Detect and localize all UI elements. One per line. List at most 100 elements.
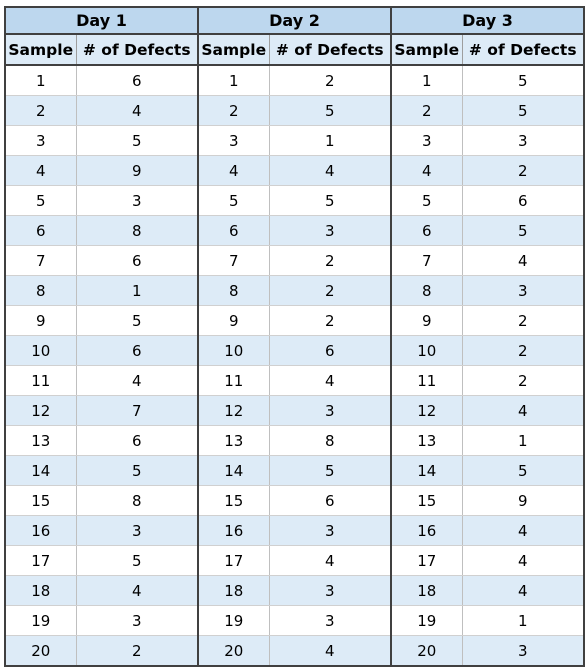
day-2-sample-cell: 3 (197, 125, 270, 156)
day-2-sample-cell: 12 (197, 395, 270, 426)
day-1-defects-cell: 5 (75, 125, 199, 156)
day-3-defects-cell: 2 (461, 155, 585, 186)
day-3-defects-cell: 9 (461, 485, 585, 516)
day-1-sample-cell: 10 (4, 335, 77, 366)
day-1-sample-cell: 17 (4, 545, 77, 576)
table-row: 18 4 18 3 18 4 (4, 575, 585, 606)
day-3-defects-cell: 5 (461, 215, 585, 246)
day-3-defects-cell: 4 (461, 545, 585, 576)
day-2-defects-cell: 3 (268, 605, 392, 636)
day-header-row: Day 1 Day 2 Day 3 (4, 6, 585, 35)
day-2-defects-cell: 5 (268, 185, 392, 216)
day-2-defects-cell: 1 (268, 125, 392, 156)
table-row: 13 6 13 8 13 1 (4, 425, 585, 456)
day-3-defects-cell: 4 (461, 245, 585, 276)
day-3-sample-cell: 20 (390, 635, 463, 667)
day-3-sample-cell: 13 (390, 425, 463, 456)
day-3-sample-cell: 10 (390, 335, 463, 366)
day-3-sample-cell: 5 (390, 185, 463, 216)
day-3-sample-cell: 9 (390, 305, 463, 336)
day-1-sample-cell: 9 (4, 305, 77, 336)
day-1-sample-cell: 4 (4, 155, 77, 186)
day-3-sample-cell: 3 (390, 125, 463, 156)
day-3-defects-cell: 3 (461, 275, 585, 306)
day-1-sample-cell: 5 (4, 185, 77, 216)
day-2-sample-cell: 4 (197, 155, 270, 186)
day-2-sample-cell: 2 (197, 95, 270, 126)
day-1-sample-cell: 20 (4, 635, 77, 667)
day-2-defects-cell: 5 (268, 95, 392, 126)
table-row: 17 5 17 4 17 4 (4, 545, 585, 576)
day-2-sample-cell: 6 (197, 215, 270, 246)
day-3-sample-cell: 11 (390, 365, 463, 396)
day-1-sample-cell: 1 (4, 65, 77, 96)
day-1-defects-header: # of Defects (75, 33, 199, 66)
day-1-sample-cell: 6 (4, 215, 77, 246)
day-3-sample-cell: 8 (390, 275, 463, 306)
day-3-defects-cell: 2 (461, 305, 585, 336)
day-2-defects-cell: 4 (268, 545, 392, 576)
day-2-defects-cell: 2 (268, 245, 392, 276)
day-3-sample-cell: 12 (390, 395, 463, 426)
day-2-defects-cell: 4 (268, 635, 392, 667)
day-1-sample-cell: 8 (4, 275, 77, 306)
day-2-defects-cell: 4 (268, 155, 392, 186)
day-2-sample-cell: 14 (197, 455, 270, 486)
day-2-sample-cell: 5 (197, 185, 270, 216)
day-3-sample-cell: 18 (390, 575, 463, 606)
day-1-defects-cell: 3 (75, 515, 199, 546)
day-1-sample-header: Sample (4, 33, 77, 66)
day-2-defects-header: # of Defects (268, 33, 392, 66)
day-1-defects-cell: 4 (75, 365, 199, 396)
day-1-defects-cell: 8 (75, 215, 199, 246)
day-3-defects-cell: 6 (461, 185, 585, 216)
day-3-defects-cell: 5 (461, 95, 585, 126)
table-row: 20 2 20 4 20 3 (4, 635, 585, 667)
day-2-defects-cell: 2 (268, 275, 392, 306)
day-2-defects-cell: 3 (268, 575, 392, 606)
day-1-sample-cell: 14 (4, 455, 77, 486)
day-1-defects-cell: 5 (75, 455, 199, 486)
day-1-sample-cell: 2 (4, 95, 77, 126)
day-3-sample-cell: 14 (390, 455, 463, 486)
day-2-defects-cell: 3 (268, 215, 392, 246)
day-2-defects-cell: 6 (268, 485, 392, 516)
day-3-sample-cell: 15 (390, 485, 463, 516)
day-1-sample-cell: 16 (4, 515, 77, 546)
day-3-sample-cell: 1 (390, 65, 463, 96)
table-row: 15 8 15 6 15 9 (4, 485, 585, 516)
day-1-sample-cell: 7 (4, 245, 77, 276)
day-2-sample-cell: 8 (197, 275, 270, 306)
table-row: 14 5 14 5 14 5 (4, 455, 585, 486)
day-1-sample-cell: 12 (4, 395, 77, 426)
day-3-defects-cell: 4 (461, 395, 585, 426)
day-1-defects-cell: 6 (75, 425, 199, 456)
day-1-defects-cell: 4 (75, 575, 199, 606)
day-3-defects-cell: 1 (461, 425, 585, 456)
day-1-defects-cell: 9 (75, 155, 199, 186)
day-2-defects-cell: 2 (268, 65, 392, 96)
day-3-sample-cell: 19 (390, 605, 463, 636)
day-3-defects-cell: 3 (461, 125, 585, 156)
day-1-sample-cell: 15 (4, 485, 77, 516)
day-1-sample-cell: 13 (4, 425, 77, 456)
day-1-sample-cell: 18 (4, 575, 77, 606)
day-1-defects-cell: 2 (75, 635, 199, 667)
day-2-defects-cell: 6 (268, 335, 392, 366)
day-1-defects-cell: 6 (75, 65, 199, 96)
day-2-sample-cell: 13 (197, 425, 270, 456)
table-row: 16 3 16 3 16 4 (4, 515, 585, 546)
day-2-sample-cell: 1 (197, 65, 270, 96)
day-3-sample-cell: 16 (390, 515, 463, 546)
day-3-defects-cell: 4 (461, 575, 585, 606)
day-2-defects-cell: 3 (268, 395, 392, 426)
column-header-row: Sample # of Defects Sample # of Defects … (4, 33, 585, 66)
day-1-sample-cell: 19 (4, 605, 77, 636)
